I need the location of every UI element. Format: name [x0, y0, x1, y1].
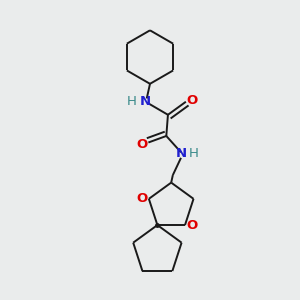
Text: N: N	[140, 95, 151, 108]
Text: H: H	[189, 147, 199, 161]
Text: O: O	[187, 219, 198, 232]
Text: H: H	[127, 95, 137, 108]
Text: O: O	[186, 94, 197, 106]
Text: O: O	[136, 192, 147, 205]
Text: O: O	[137, 138, 148, 151]
Text: N: N	[176, 147, 187, 161]
